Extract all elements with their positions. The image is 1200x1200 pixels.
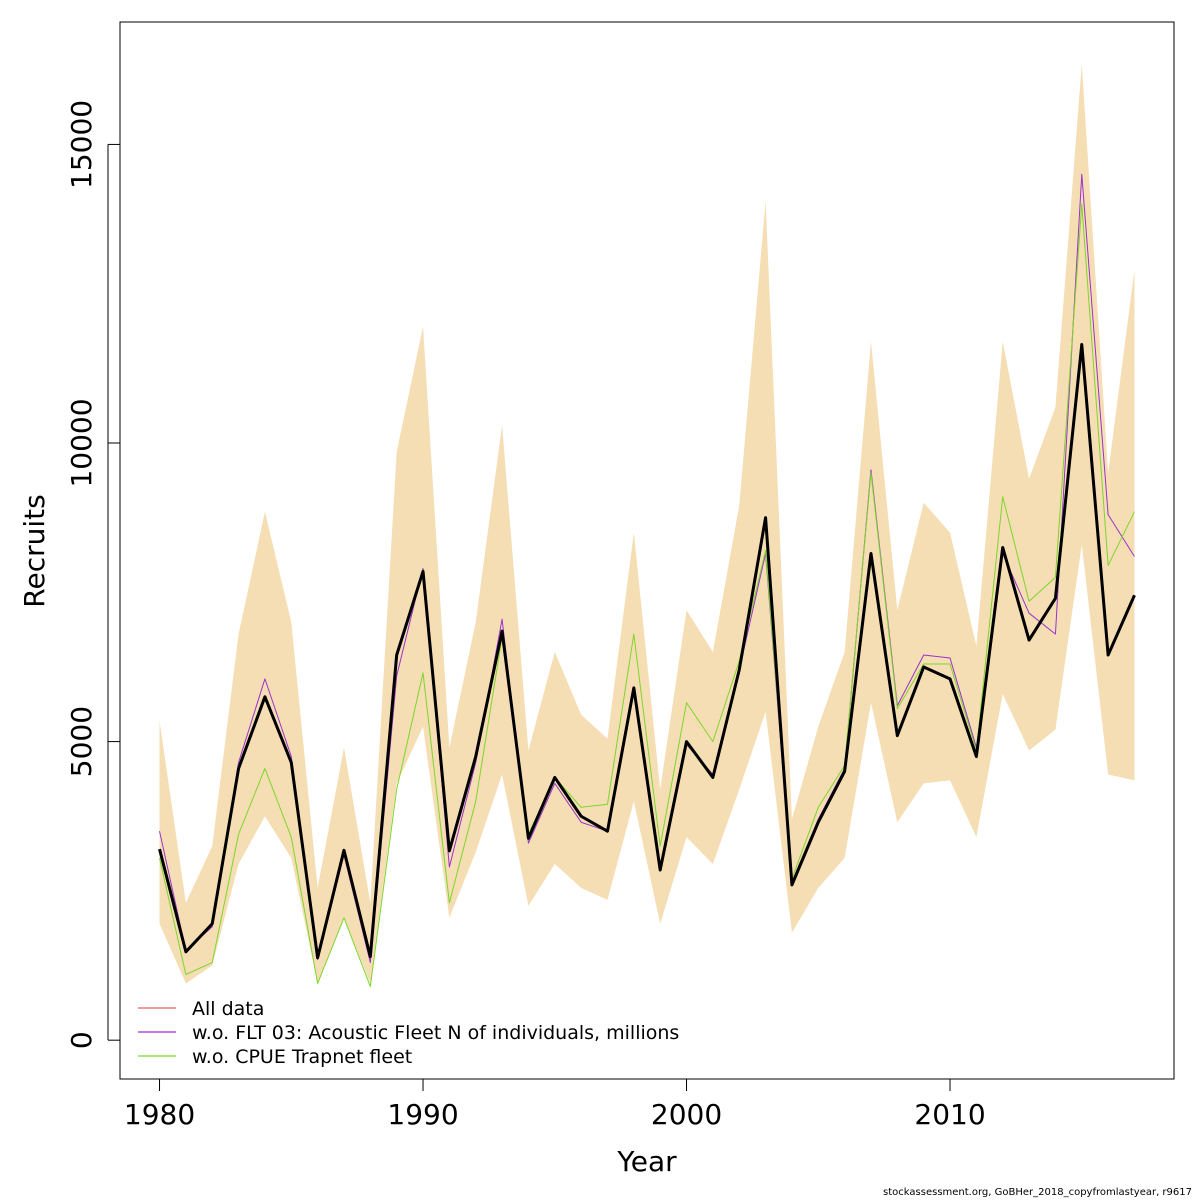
x-axis-label: Year <box>616 1145 677 1178</box>
confidence-band-layer <box>159 63 1135 984</box>
x-tick-label: 2010 <box>914 1098 985 1131</box>
series-layer <box>158 173 1136 987</box>
x-tick-label: 1990 <box>387 1098 458 1131</box>
legend-label: w.o. FLT 03: Acoustic Fleet N of individ… <box>192 1022 679 1044</box>
footer-credit: stockassessment.org, GoBHer_2018_copyfro… <box>883 1187 1192 1198</box>
y-tick-label: 0 <box>65 1031 98 1049</box>
y-axis-label: Recruits <box>18 494 51 607</box>
x-tick-label: 2000 <box>651 1098 722 1131</box>
series-line-main <box>158 342 1136 960</box>
series-line-2 <box>159 203 1135 987</box>
y-tick-label: 15000 <box>65 100 98 189</box>
x-axis: 1980 1990 2000 2010 <box>124 1078 986 1131</box>
legend-label: All data <box>192 998 264 1020</box>
confidence-band <box>159 63 1135 984</box>
y-tick-label: 5000 <box>65 706 98 777</box>
x-tick-label: 1980 <box>124 1098 195 1131</box>
y-tick-label: 10000 <box>65 398 98 487</box>
legend-label: w.o. CPUE Trapnet fleet <box>192 1046 412 1068</box>
y-axis: 0 5000 10000 15000 <box>65 100 120 1049</box>
